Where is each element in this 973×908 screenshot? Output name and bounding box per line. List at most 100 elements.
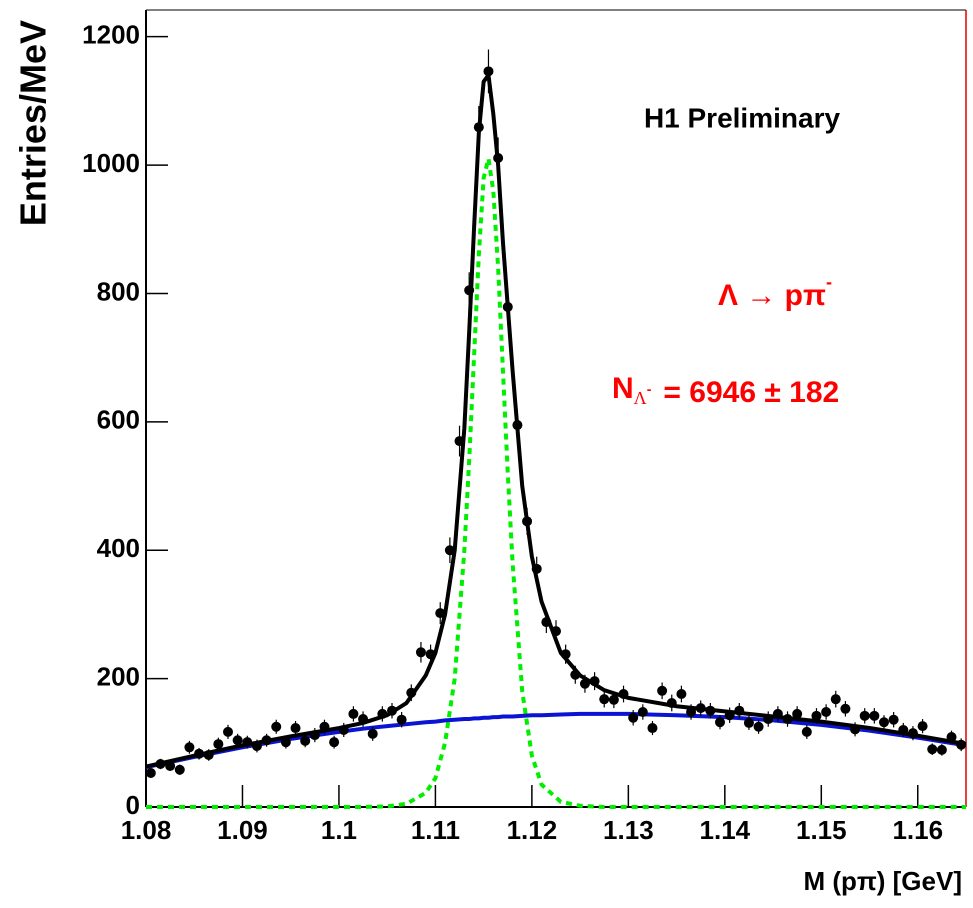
data-point [184, 742, 195, 753]
data-point [155, 758, 166, 769]
data-point [541, 617, 552, 628]
data-point [174, 764, 185, 775]
x-tick-label: 1.16 [892, 815, 943, 845]
y-axis-title: Entries/MeV [13, 20, 54, 226]
data-point [618, 689, 629, 700]
y-tick-label: 800 [97, 276, 140, 306]
data-point [406, 687, 417, 698]
y-tick-label: 200 [97, 661, 140, 691]
data-point [309, 730, 320, 741]
data-point [724, 710, 735, 721]
data-point [907, 728, 918, 739]
signal-label-text: Λ → pπ [718, 279, 826, 312]
data-point [686, 706, 697, 717]
x-tick-label: 1.1 [321, 815, 357, 845]
data-point [927, 744, 938, 755]
data-point [464, 285, 475, 296]
yield-label: NΛ- = 6946 ± 182 [612, 372, 839, 409]
data-point [811, 710, 822, 721]
data-point [425, 649, 436, 660]
y-tick-label: 400 [97, 533, 140, 563]
data-point [715, 717, 725, 728]
data-point [251, 741, 262, 752]
data-point [936, 744, 947, 755]
data-point [830, 694, 841, 705]
x-tick-label: 1.09 [217, 815, 268, 845]
data-point [753, 721, 764, 732]
x-tick-label: 1.13 [603, 815, 654, 845]
data-point [579, 678, 590, 689]
data-point [657, 685, 668, 696]
fit-curve [146, 158, 966, 809]
data-point [801, 726, 812, 737]
data-point [772, 708, 783, 719]
data-point [551, 626, 561, 637]
data-point [242, 737, 253, 748]
data-point [946, 732, 957, 743]
x-tick-label: 1.08 [121, 815, 172, 845]
data-point [387, 705, 397, 716]
yield-sub-sup: - [647, 381, 652, 397]
y-tick-label: 600 [97, 405, 140, 435]
annotation: H1 Preliminary [644, 102, 841, 133]
data-point [483, 66, 494, 77]
data-point [647, 723, 658, 734]
fit-curve [145, 711, 967, 770]
data-point [840, 703, 851, 714]
x-tick-label: 1.11 [411, 815, 460, 845]
data-point [454, 436, 465, 447]
data-point [213, 739, 224, 750]
x-tick-label: 1.15 [796, 815, 847, 845]
data-point [165, 760, 176, 771]
data-point [599, 694, 610, 705]
data-point [435, 608, 446, 619]
data-point [493, 153, 504, 164]
data-point [879, 717, 889, 728]
signal-label: Λ → pπ- [718, 272, 832, 312]
data-point [888, 714, 899, 725]
data-point [531, 563, 542, 574]
data-point [300, 735, 311, 746]
data-point [223, 726, 233, 737]
data-point [358, 714, 369, 725]
data-point [261, 735, 272, 746]
x-tick-label: 1.12 [507, 815, 558, 845]
data-point [473, 122, 484, 133]
data-point [859, 710, 870, 721]
data-point [570, 669, 581, 680]
data-point [338, 724, 349, 735]
data-point [589, 676, 600, 687]
data-point [377, 708, 388, 719]
data-point [396, 714, 407, 725]
data-point [917, 721, 928, 732]
data-point [415, 647, 426, 658]
data-point [956, 739, 967, 750]
data-point [792, 708, 803, 719]
data-point [560, 649, 571, 660]
data-point [734, 705, 745, 716]
data-point [522, 516, 533, 527]
data-point [367, 728, 378, 739]
data-point [869, 710, 880, 721]
data-point [319, 721, 330, 732]
x-axis-title: M (pπ) [GeV] [803, 866, 962, 896]
data-point [743, 717, 754, 728]
data-point [512, 420, 523, 431]
y-tick-label: 0 [126, 790, 140, 820]
data-point [666, 698, 677, 709]
data-point [782, 714, 793, 725]
data-point [444, 545, 455, 556]
data-point [821, 706, 832, 717]
yield-symbol: N [612, 372, 634, 405]
data-point [232, 735, 243, 746]
data-point [271, 721, 282, 732]
yield-subscript: Λ [634, 388, 647, 408]
data-point [898, 724, 909, 735]
data-point [676, 689, 687, 700]
data-point [145, 767, 156, 778]
data-point [203, 750, 214, 761]
yield-text: = 6946 ± 182 [663, 376, 839, 409]
